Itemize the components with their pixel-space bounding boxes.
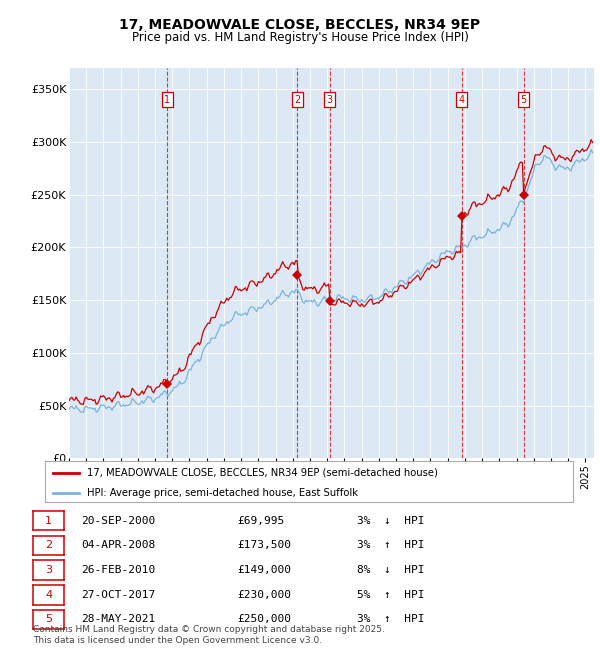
Text: 27-OCT-2017: 27-OCT-2017 bbox=[81, 590, 155, 600]
Text: Price paid vs. HM Land Registry's House Price Index (HPI): Price paid vs. HM Land Registry's House … bbox=[131, 31, 469, 44]
Text: 1: 1 bbox=[45, 515, 52, 526]
Text: HPI: Average price, semi-detached house, East Suffolk: HPI: Average price, semi-detached house,… bbox=[87, 488, 358, 498]
Text: £173,500: £173,500 bbox=[237, 540, 291, 551]
Text: 4: 4 bbox=[45, 590, 52, 600]
Text: 8%  ↓  HPI: 8% ↓ HPI bbox=[357, 565, 425, 575]
Text: 4: 4 bbox=[459, 95, 465, 105]
Text: 1: 1 bbox=[164, 95, 170, 105]
Text: 3%  ↑  HPI: 3% ↑ HPI bbox=[357, 614, 425, 625]
Text: 28-MAY-2021: 28-MAY-2021 bbox=[81, 614, 155, 625]
Text: 2: 2 bbox=[294, 95, 300, 105]
Text: 5: 5 bbox=[45, 614, 52, 625]
Text: 5%  ↑  HPI: 5% ↑ HPI bbox=[357, 590, 425, 600]
Text: 3%  ↑  HPI: 3% ↑ HPI bbox=[357, 540, 425, 551]
Text: £69,995: £69,995 bbox=[237, 515, 284, 526]
Text: 20-SEP-2000: 20-SEP-2000 bbox=[81, 515, 155, 526]
Text: Contains HM Land Registry data © Crown copyright and database right 2025.
This d: Contains HM Land Registry data © Crown c… bbox=[33, 625, 385, 645]
Text: £149,000: £149,000 bbox=[237, 565, 291, 575]
Text: £230,000: £230,000 bbox=[237, 590, 291, 600]
Text: 5: 5 bbox=[520, 95, 527, 105]
Text: 2: 2 bbox=[45, 540, 52, 551]
Text: 17, MEADOWVALE CLOSE, BECCLES, NR34 9EP: 17, MEADOWVALE CLOSE, BECCLES, NR34 9EP bbox=[119, 18, 481, 32]
Text: 3: 3 bbox=[327, 95, 333, 105]
Text: 04-APR-2008: 04-APR-2008 bbox=[81, 540, 155, 551]
Text: 3%  ↓  HPI: 3% ↓ HPI bbox=[357, 515, 425, 526]
Text: 3: 3 bbox=[45, 565, 52, 575]
Text: 26-FEB-2010: 26-FEB-2010 bbox=[81, 565, 155, 575]
Text: £250,000: £250,000 bbox=[237, 614, 291, 625]
Text: 17, MEADOWVALE CLOSE, BECCLES, NR34 9EP (semi-detached house): 17, MEADOWVALE CLOSE, BECCLES, NR34 9EP … bbox=[87, 468, 438, 478]
